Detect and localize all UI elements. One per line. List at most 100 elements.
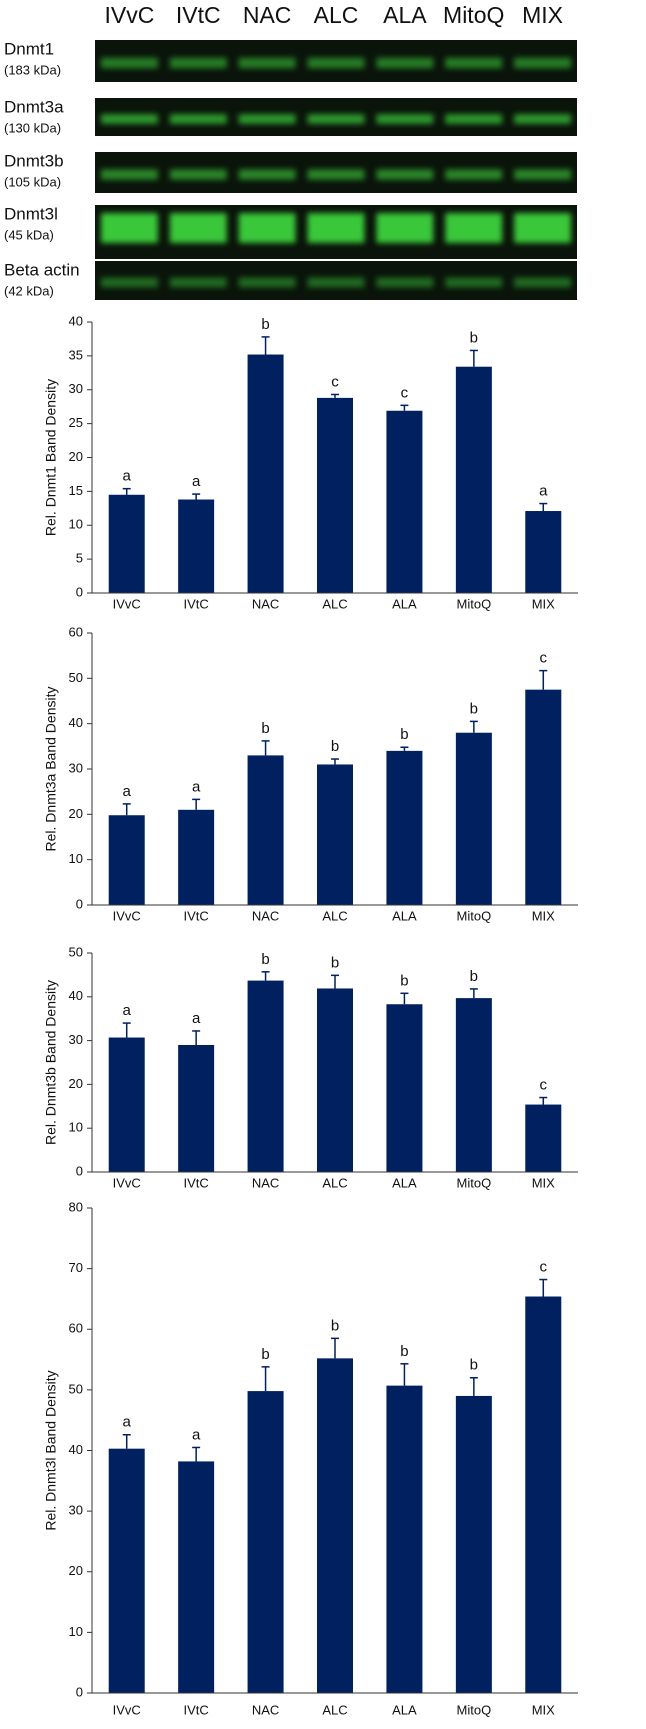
- band: [238, 169, 296, 180]
- significance-letter: b: [470, 700, 478, 717]
- x-tick-label: ALA: [392, 908, 417, 923]
- x-tick-label: IVtC: [183, 596, 208, 611]
- y-tick-label: 50: [69, 1381, 83, 1396]
- y-tick-label: 10: [69, 851, 83, 866]
- x-tick-label: ALC: [322, 1175, 347, 1190]
- x-tick-label: ALC: [322, 1702, 347, 1717]
- y-tick-label: 70: [69, 1260, 83, 1275]
- protein-name: Dnmt3a: [4, 97, 64, 116]
- band: [514, 57, 571, 69]
- band: [445, 213, 503, 243]
- y-tick-label: 10: [69, 517, 83, 532]
- y-tick-label: 80: [69, 1199, 83, 1214]
- band: [169, 169, 227, 180]
- x-tick-label: NAC: [252, 1175, 279, 1190]
- y-tick-label: 30: [69, 381, 83, 396]
- band: [307, 213, 365, 243]
- significance-letter: a: [123, 468, 132, 485]
- x-tick-label: NAC: [252, 596, 279, 611]
- band: [238, 277, 296, 288]
- significance-letter: a: [192, 778, 201, 795]
- y-tick-label: 5: [76, 551, 83, 566]
- protein-name: Dnmt1: [4, 39, 54, 58]
- band: [307, 169, 365, 180]
- band: [514, 277, 571, 288]
- x-tick-label: MitoQ: [457, 908, 492, 923]
- significance-letter: a: [123, 783, 132, 800]
- y-tick-label: 50: [69, 670, 83, 685]
- protein-size: (45 kDa): [4, 227, 54, 242]
- band: [514, 213, 571, 243]
- y-tick-label: 35: [69, 347, 83, 362]
- band: [376, 277, 434, 288]
- error-bar: [400, 404, 409, 411]
- bar: [178, 499, 215, 593]
- band: [445, 277, 503, 288]
- bar: [178, 809, 215, 905]
- error-bar: [400, 1363, 409, 1386]
- bar: [525, 1104, 562, 1172]
- bar: [525, 1296, 562, 1693]
- x-tick-label: ALA: [392, 596, 417, 611]
- x-tick-label: IVvC: [113, 1702, 141, 1717]
- band: [307, 114, 365, 124]
- significance-letter: b: [331, 954, 339, 971]
- lane-label: IVtC: [176, 2, 221, 28]
- y-tick-label: 0: [76, 896, 83, 911]
- blot-bands: [101, 114, 571, 124]
- error-bar: [122, 803, 131, 816]
- y-tick-label: 30: [69, 760, 83, 775]
- y-tick-label: 30: [69, 1032, 83, 1047]
- bar: [386, 1385, 423, 1693]
- error-bar: [192, 493, 201, 500]
- x-tick-label: MitoQ: [457, 1175, 492, 1190]
- y-tick-label: 40: [69, 715, 83, 730]
- y-tick-label: 50: [69, 944, 83, 959]
- error-bar: [122, 487, 131, 495]
- x-tick-label: NAC: [252, 1702, 279, 1717]
- significance-letter: c: [540, 1259, 548, 1276]
- x-tick-label: MIX: [532, 1175, 555, 1190]
- significance-letter: b: [261, 316, 269, 333]
- x-tick-label: IVvC: [113, 1175, 141, 1190]
- protein-size: (105 kDa): [4, 174, 61, 189]
- protein-size: (130 kDa): [4, 120, 61, 135]
- bar: [178, 1461, 215, 1693]
- significance-letter: a: [123, 1414, 132, 1431]
- significance-letter: b: [331, 1317, 339, 1334]
- bar: [108, 1037, 145, 1172]
- blot-bands: [101, 213, 571, 243]
- y-tick-label: 20: [69, 1563, 83, 1578]
- band: [169, 114, 227, 124]
- y-tick-label: 0: [76, 584, 83, 599]
- band: [445, 114, 503, 124]
- significance-letter: a: [192, 473, 201, 490]
- significance-letter: c: [540, 650, 548, 667]
- lane-label: MitoQ: [443, 2, 504, 28]
- band: [238, 57, 296, 69]
- error-bar: [331, 393, 339, 398]
- error-bar: [539, 669, 548, 690]
- significance-letter: b: [470, 968, 478, 985]
- y-axis-title: Rel. Dnmt3a Band Density: [43, 687, 59, 852]
- y-tick-label: 60: [69, 624, 83, 639]
- significance-letter: b: [261, 1346, 269, 1363]
- bar: [317, 764, 353, 905]
- bar: [525, 511, 562, 593]
- error-bar: [261, 740, 270, 756]
- blot-bands: [101, 169, 571, 180]
- significance-letter: a: [192, 1010, 201, 1027]
- x-tick-label: ALC: [322, 908, 347, 923]
- error-bar: [539, 502, 548, 512]
- bar: [247, 755, 284, 905]
- band: [169, 213, 227, 243]
- y-tick-label: 0: [76, 1684, 83, 1699]
- band: [101, 114, 158, 124]
- bar: [455, 732, 492, 905]
- x-tick-label: NAC: [252, 908, 279, 923]
- bar: [247, 980, 284, 1172]
- y-axis-title: Rel. Dnmt3l Band Density: [43, 1370, 59, 1530]
- band: [445, 169, 503, 180]
- bar: [455, 1395, 492, 1693]
